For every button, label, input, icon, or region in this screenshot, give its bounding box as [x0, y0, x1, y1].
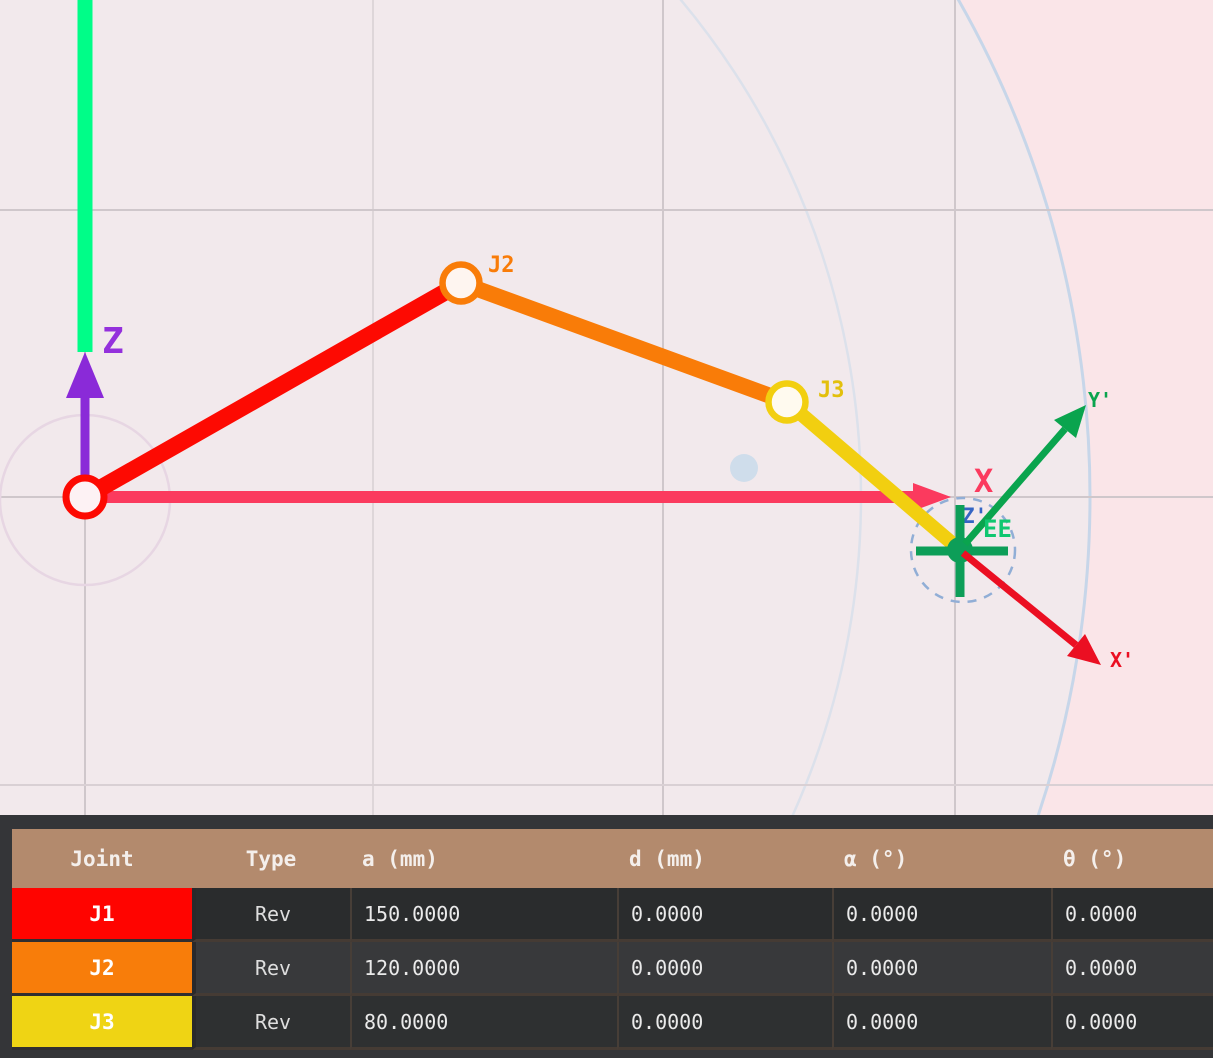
table-row-j3[interactable]: J3 Rev 80.0000 0.0000 0.0000 0.0000	[12, 996, 1213, 1050]
joint-j3-circle[interactable]	[765, 380, 809, 424]
cell-d-j2: 0.0000	[617, 942, 832, 996]
column-header-a: a (mm)	[350, 829, 617, 888]
joint-j2-circle[interactable]	[439, 261, 483, 305]
x-prime-arrowhead	[1067, 634, 1101, 665]
dh-table: Joint Type a (mm) d (mm) α (°) θ (°) J1 …	[12, 829, 1213, 1050]
joint-badge-j1[interactable]: J1	[12, 888, 192, 942]
y-prime-label: Y'	[1088, 388, 1112, 412]
cell-type-j3: Rev	[192, 996, 350, 1050]
ee-label: EE	[983, 515, 1012, 543]
dh-table-header-row: Joint Type a (mm) d (mm) α (°) θ (°)	[12, 829, 1213, 888]
column-header-joint: Joint	[12, 829, 192, 888]
workspace-outer-circle	[0, 0, 1092, 1058]
z-axis-label: Z	[102, 321, 124, 362]
cell-alpha-j2: 0.0000	[832, 942, 1051, 996]
column-header-theta: θ (°)	[1051, 829, 1213, 888]
cell-alpha-j1: 0.0000	[832, 888, 1051, 942]
z-axis-arrowhead	[66, 352, 104, 398]
x-prime-label: X'	[1110, 648, 1134, 672]
column-header-type: Type	[192, 829, 350, 888]
cell-type-j1: Rev	[192, 888, 350, 942]
joint-badge-j2[interactable]: J2	[12, 942, 192, 996]
cell-d-j1: 0.0000	[617, 888, 832, 942]
x-prime-axis-line	[960, 550, 1079, 648]
cell-theta-j3: 0.0000	[1051, 996, 1213, 1050]
link-2	[453, 275, 795, 410]
table-row-j1[interactable]: J1 Rev 150.0000 0.0000 0.0000 0.0000	[12, 888, 1213, 942]
cell-theta-j1: 0.0000	[1051, 888, 1213, 942]
cell-type-j2: Rev	[192, 942, 350, 996]
cell-theta-j2: 0.0000	[1051, 942, 1213, 996]
link-1	[76, 274, 470, 506]
target-dot[interactable]	[730, 454, 758, 482]
table-row-j2[interactable]: J2 Rev 120.0000 0.0000 0.0000 0.0000	[12, 942, 1213, 996]
x-axis-arrowhead	[913, 483, 951, 511]
dh-parameter-panel: Joint Type a (mm) d (mm) α (°) θ (°) J1 …	[0, 815, 1213, 1058]
ee-dashed-circle	[909, 496, 1017, 604]
link-3	[780, 395, 967, 557]
cell-a-j2: 120.0000	[350, 942, 617, 996]
joint-j1-circle[interactable]	[62, 474, 108, 520]
cell-a-j3: 80.0000	[350, 996, 617, 1050]
joint-j3-label: J3	[818, 378, 845, 403]
column-header-d: d (mm)	[617, 829, 832, 888]
column-header-alpha: α (°)	[832, 829, 1051, 888]
cell-alpha-j3: 0.0000	[832, 996, 1051, 1050]
x-axis-label: X	[974, 462, 993, 500]
cell-a-j1: 150.0000	[350, 888, 617, 942]
joint-badge-j3[interactable]: J3	[12, 996, 192, 1050]
cell-d-j3: 0.0000	[617, 996, 832, 1050]
y-prime-arrowhead	[1054, 405, 1086, 438]
joint-j2-label: J2	[488, 253, 515, 278]
y-prime-axis-line	[962, 426, 1068, 547]
